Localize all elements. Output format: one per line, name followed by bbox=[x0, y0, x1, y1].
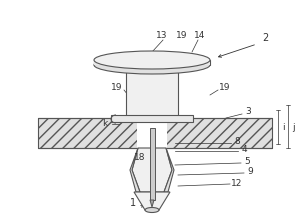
Bar bbox=[94, 60, 210, 65]
Text: 5: 5 bbox=[244, 158, 250, 166]
Ellipse shape bbox=[94, 51, 210, 69]
Polygon shape bbox=[150, 200, 154, 207]
Polygon shape bbox=[134, 192, 170, 210]
Polygon shape bbox=[164, 148, 174, 192]
Text: 9: 9 bbox=[247, 167, 253, 177]
Text: 8: 8 bbox=[234, 138, 240, 146]
Text: i: i bbox=[282, 123, 284, 132]
Text: j: j bbox=[292, 123, 294, 132]
Text: 14: 14 bbox=[194, 32, 206, 40]
Text: 1: 1 bbox=[130, 198, 136, 208]
Text: k: k bbox=[102, 120, 108, 129]
Ellipse shape bbox=[145, 207, 159, 212]
Ellipse shape bbox=[94, 56, 210, 74]
Bar bbox=[111, 115, 193, 122]
Text: 2: 2 bbox=[262, 33, 268, 43]
Bar bbox=[150, 128, 155, 200]
Bar bbox=[137, 117, 167, 149]
Polygon shape bbox=[132, 148, 172, 192]
Polygon shape bbox=[130, 148, 140, 192]
Bar bbox=[126, 68, 178, 118]
Text: 3: 3 bbox=[245, 108, 251, 117]
Text: 19: 19 bbox=[111, 83, 123, 92]
Text: 19: 19 bbox=[176, 32, 188, 40]
Text: 13: 13 bbox=[156, 32, 168, 40]
Text: 12: 12 bbox=[231, 178, 243, 187]
Bar bbox=[38, 118, 272, 148]
Text: 19: 19 bbox=[219, 83, 231, 92]
Text: 4: 4 bbox=[241, 146, 247, 155]
Text: 18: 18 bbox=[134, 154, 146, 163]
